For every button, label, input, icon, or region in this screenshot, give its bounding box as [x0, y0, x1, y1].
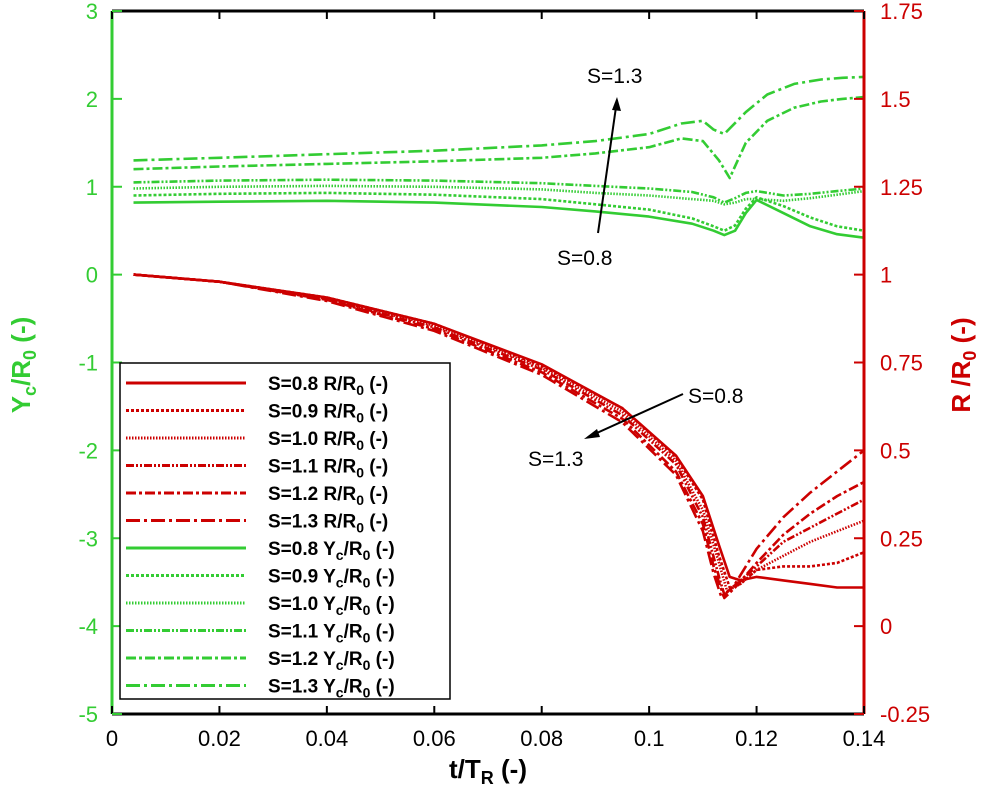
legend-label: S=1.2 R/R0 (-): [268, 484, 388, 508]
y-right-tick-label: 1.5: [880, 87, 911, 112]
annotation-s08-bottom: S=0.8: [688, 385, 743, 408]
x-tick-label: 0: [106, 726, 118, 751]
y-right-tick-label: 1.75: [880, 0, 923, 24]
y-left-tick-label: 2: [86, 87, 98, 112]
y-left-tick-label: -5: [78, 702, 98, 727]
x-axis-title: t/TR (-): [449, 754, 527, 788]
legend-label: S=1.3 Yc/R0 (-): [268, 677, 395, 701]
legend-label: S=1.0 R/R0 (-): [268, 429, 388, 453]
annotation-arrow-bottom: [587, 393, 684, 438]
y-left-tick-label: 0: [86, 263, 98, 288]
series-line-12: [133, 75, 865, 162]
x-tick-label: 0.04: [305, 726, 348, 751]
legend-label: S=0.8 R/R0 (-): [268, 374, 388, 398]
y-right-tick-label: 0: [880, 614, 892, 639]
x-tick-label: 0.06: [413, 726, 456, 751]
y-right-tick-label: -0.25: [880, 702, 930, 727]
series-line-4: [133, 273, 865, 596]
annotation-arrowhead-top: [612, 97, 621, 111]
legend-label: S=1.1 Yc/R0 (-): [268, 622, 395, 646]
y-left-tick-label: 3: [86, 0, 98, 24]
y-right-tick-label: 0.75: [880, 351, 923, 376]
annotation-s13-top: S=1.3: [587, 65, 642, 88]
legend-label: S=0.9 R/R0 (-): [268, 402, 388, 426]
legend-label: S=1.0 Yc/R0 (-): [268, 594, 395, 618]
y-left-tick-label: -4: [78, 614, 98, 639]
annotation-arrow-top: [597, 99, 618, 234]
x-tick-label: 0.02: [198, 726, 241, 751]
legend-label: S=1.3 R/R0 (-): [268, 512, 388, 536]
y-right-tick-label: 0.5: [880, 438, 911, 463]
annotation-s08-top: S=0.8: [557, 247, 612, 270]
y-right-tick-label: 1.25: [880, 175, 923, 200]
legend-label: S=0.9 Yc/R0 (-): [268, 567, 395, 591]
series-line-7: [133, 198, 865, 239]
legend: S=0.8 R/R0 (-) S=0.9 R/R0 (-) S=1.0 R/R0 (…: [119, 362, 451, 701]
x-tick-label: 0.1: [634, 726, 665, 751]
y-left-tick-label: -3: [78, 526, 98, 551]
tick-layer: 0 0.02 0.04 0.06 0.08 0.1 0.12 0.14 -5 -4 -3 -2 -1 0 1…: [78, 0, 930, 751]
x-tick-label: 0.08: [520, 726, 563, 751]
legend-label: S=0.8 Yc/R0 (-): [268, 539, 395, 563]
legend-box: [119, 362, 451, 700]
y-axis-left-title: Yc/R0 (-): [6, 317, 40, 414]
series-line-9: [133, 184, 865, 206]
legend-entries: S=0.8 R/R0 (-) S=0.9 R/R0 (-) S=1.0 R/R0 (…: [126, 374, 395, 701]
series-line-2: [133, 273, 865, 589]
series-line-8: [133, 191, 865, 232]
y-left-tick-label: 1: [86, 175, 98, 200]
series-line-10: [133, 178, 865, 204]
y-axis-right-title: R /R0 (-): [946, 317, 980, 412]
y-left-tick-label: -1: [78, 351, 98, 376]
annotation-arrowhead-bottom: [584, 429, 600, 439]
y-right-tick-label: 1: [880, 263, 892, 288]
series-line-11: [133, 95, 865, 180]
x-tick-label: 0.12: [735, 726, 778, 751]
annotation-s13-bottom: S=1.3: [528, 448, 583, 471]
x-tick-label: 0.14: [843, 726, 886, 751]
legend-label: S=1.1 R/R0 (-): [268, 457, 388, 481]
series-line-6: [133, 273, 865, 600]
series-layer: [133, 75, 865, 600]
legend-label: S=1.2 Yc/R0 (-): [268, 649, 395, 673]
series-line-3: [133, 273, 865, 593]
series-line-5: [133, 273, 865, 600]
y-left-tick-label: -2: [78, 438, 98, 463]
y-right-tick-label: 0.25: [880, 526, 923, 551]
